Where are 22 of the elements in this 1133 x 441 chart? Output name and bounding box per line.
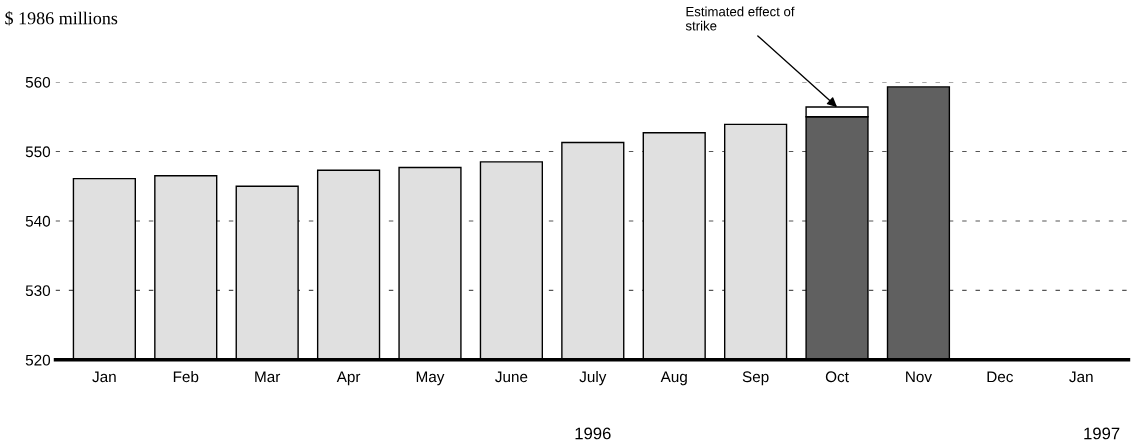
x-tick-label: Sep [742, 371, 769, 386]
x-tick-label: June [495, 371, 528, 383]
y-tick-label: 550 [25, 146, 51, 158]
x-tick-label: Aug [660, 371, 687, 386]
x-tick-label: Jan [92, 371, 116, 383]
x-tick-label: Apr [336, 371, 361, 386]
x-tick-label: Nov [906, 371, 932, 383]
x-tick-label: Oct [825, 371, 849, 383]
x-tick-label: May [416, 371, 445, 386]
x-tick-label: Mar [255, 371, 281, 383]
y-tick-label: 530 [25, 285, 51, 297]
x-tick-label: Jan [1069, 371, 1093, 383]
chart-title: $ 1986 millions [5, 11, 118, 26]
y-tick-label: 560 [25, 76, 51, 88]
text: 1996 [575, 427, 611, 440]
text: 1997 [1084, 427, 1120, 440]
x-tick-label: July [579, 370, 607, 386]
y-tick-label: 520 [25, 354, 51, 366]
y-tick-label: 540 [25, 215, 51, 227]
annotation: Estimated effect of strike [685, 6, 795, 31]
x-tick-label: Dec [987, 371, 1014, 383]
x-tick-label: Feb [173, 370, 199, 383]
